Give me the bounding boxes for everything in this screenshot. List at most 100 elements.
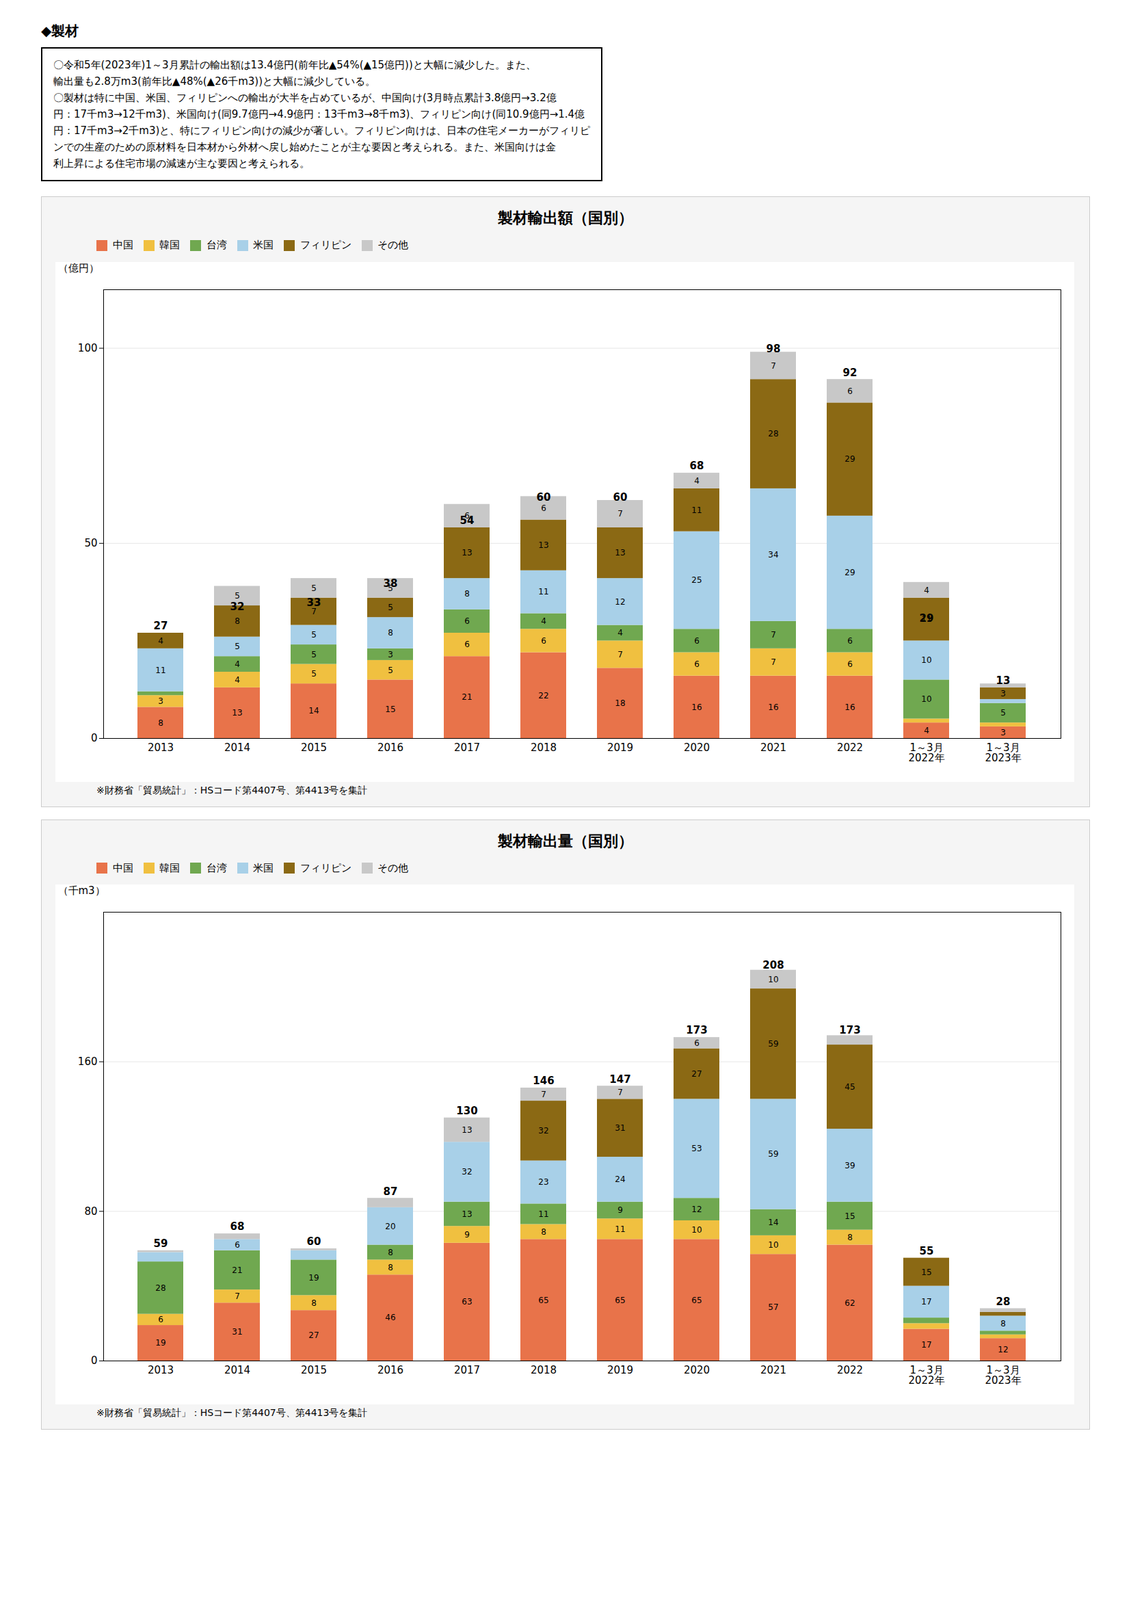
svg-text:87: 87 [383,1185,398,1198]
svg-text:6: 6 [540,635,547,645]
svg-text:1～3月2022年: 1～3月2022年 [908,1363,945,1387]
svg-text:8: 8 [540,1226,547,1237]
svg-text:1～3月2022年: 1～3月2022年 [908,741,945,764]
svg-text:68: 68 [230,1219,245,1233]
svg-text:14: 14 [767,1217,779,1227]
svg-text:9: 9 [617,1204,623,1215]
svg-text:147: 147 [609,1072,631,1086]
svg-text:4: 4 [617,627,623,638]
svg-text:6: 6 [847,658,853,669]
svg-text:62: 62 [844,1297,855,1308]
svg-text:17: 17 [921,1296,932,1307]
svg-text:8: 8 [387,1247,394,1257]
svg-text:2016: 2016 [377,1363,404,1376]
svg-text:2015: 2015 [300,741,327,754]
svg-text:6: 6 [234,1239,241,1250]
svg-text:2018: 2018 [530,1363,557,1376]
svg-text:4: 4 [923,584,930,595]
svg-text:98: 98 [766,342,781,355]
svg-text:3: 3 [1000,687,1006,698]
svg-text:4: 4 [157,635,164,645]
svg-text:12: 12 [691,1204,702,1214]
svg-text:2021: 2021 [760,1363,787,1376]
svg-text:21: 21 [231,1265,243,1275]
svg-text:12: 12 [614,596,625,606]
svg-text:6: 6 [694,635,700,645]
svg-text:29: 29 [919,611,935,624]
svg-text:33: 33 [307,596,322,609]
svg-text:4: 4 [234,674,241,684]
svg-text:2022: 2022 [836,1363,863,1376]
svg-text:11: 11 [691,504,702,515]
svg-text:100: 100 [77,341,98,354]
svg-text:8: 8 [464,588,470,599]
svg-text:34: 34 [767,549,779,560]
svg-text:10: 10 [767,1239,779,1250]
svg-text:92: 92 [843,365,858,379]
svg-text:50: 50 [84,536,98,550]
svg-text:20: 20 [384,1221,396,1231]
svg-text:16: 16 [691,701,702,712]
svg-text:2020: 2020 [683,1363,710,1376]
svg-text:7: 7 [770,629,777,640]
svg-text:0: 0 [90,1353,98,1367]
svg-text:19: 19 [155,1337,166,1348]
svg-text:32: 32 [230,599,245,612]
svg-text:9: 9 [464,1229,470,1240]
svg-text:18: 18 [614,698,625,708]
svg-text:10: 10 [691,1224,702,1235]
svg-text:11: 11 [155,664,166,675]
svg-text:68: 68 [689,459,705,472]
svg-text:15: 15 [921,1267,932,1277]
svg-text:7: 7 [617,648,623,659]
svg-text:46: 46 [384,1312,396,1322]
svg-text:6: 6 [540,502,547,513]
svg-text:6: 6 [464,616,470,626]
svg-text:28: 28 [767,428,779,439]
svg-text:8: 8 [387,1262,394,1272]
svg-text:17: 17 [921,1339,932,1350]
svg-text:32: 32 [538,1125,549,1136]
svg-text:80: 80 [84,1204,98,1218]
svg-text:7: 7 [617,508,623,519]
svg-text:2013: 2013 [147,1363,174,1376]
svg-text:4: 4 [234,658,241,669]
svg-text:22: 22 [538,689,549,700]
svg-text:13: 13 [461,547,472,558]
svg-text:11: 11 [538,1208,549,1219]
svg-text:13: 13 [538,539,549,550]
svg-text:13: 13 [461,1208,472,1219]
svg-text:15: 15 [844,1211,855,1221]
svg-text:5: 5 [311,629,317,640]
svg-text:5: 5 [311,582,317,593]
svg-text:13: 13 [996,674,1011,687]
svg-text:19: 19 [308,1272,319,1283]
svg-text:8: 8 [311,1297,317,1308]
svg-text:29: 29 [844,454,855,464]
svg-text:27: 27 [308,1329,319,1340]
svg-text:65: 65 [538,1295,549,1305]
svg-text:5: 5 [387,664,394,675]
svg-text:12: 12 [997,1344,1008,1354]
svg-text:45: 45 [844,1081,855,1092]
svg-text:55: 55 [919,1244,935,1257]
svg-text:11: 11 [538,586,549,597]
svg-text:27: 27 [691,1068,702,1079]
svg-text:14: 14 [308,705,319,716]
svg-text:27: 27 [153,619,169,632]
svg-text:（億円）: （億円） [58,261,100,275]
svg-text:5: 5 [387,602,394,612]
svg-text:2019: 2019 [607,741,634,754]
svg-text:1～3月2023年: 1～3月2023年 [984,1363,1021,1387]
svg-text:10: 10 [921,655,932,665]
svg-text:59: 59 [153,1236,169,1250]
svg-text:53: 53 [691,1143,702,1153]
svg-text:173: 173 [839,1023,861,1036]
svg-text:25: 25 [691,575,702,585]
svg-text:16: 16 [767,701,779,712]
svg-text:4: 4 [540,616,547,626]
svg-text:31: 31 [231,1326,243,1337]
svg-text:6: 6 [157,1314,164,1324]
svg-text:15: 15 [384,703,396,714]
svg-text:130: 130 [456,1104,478,1117]
